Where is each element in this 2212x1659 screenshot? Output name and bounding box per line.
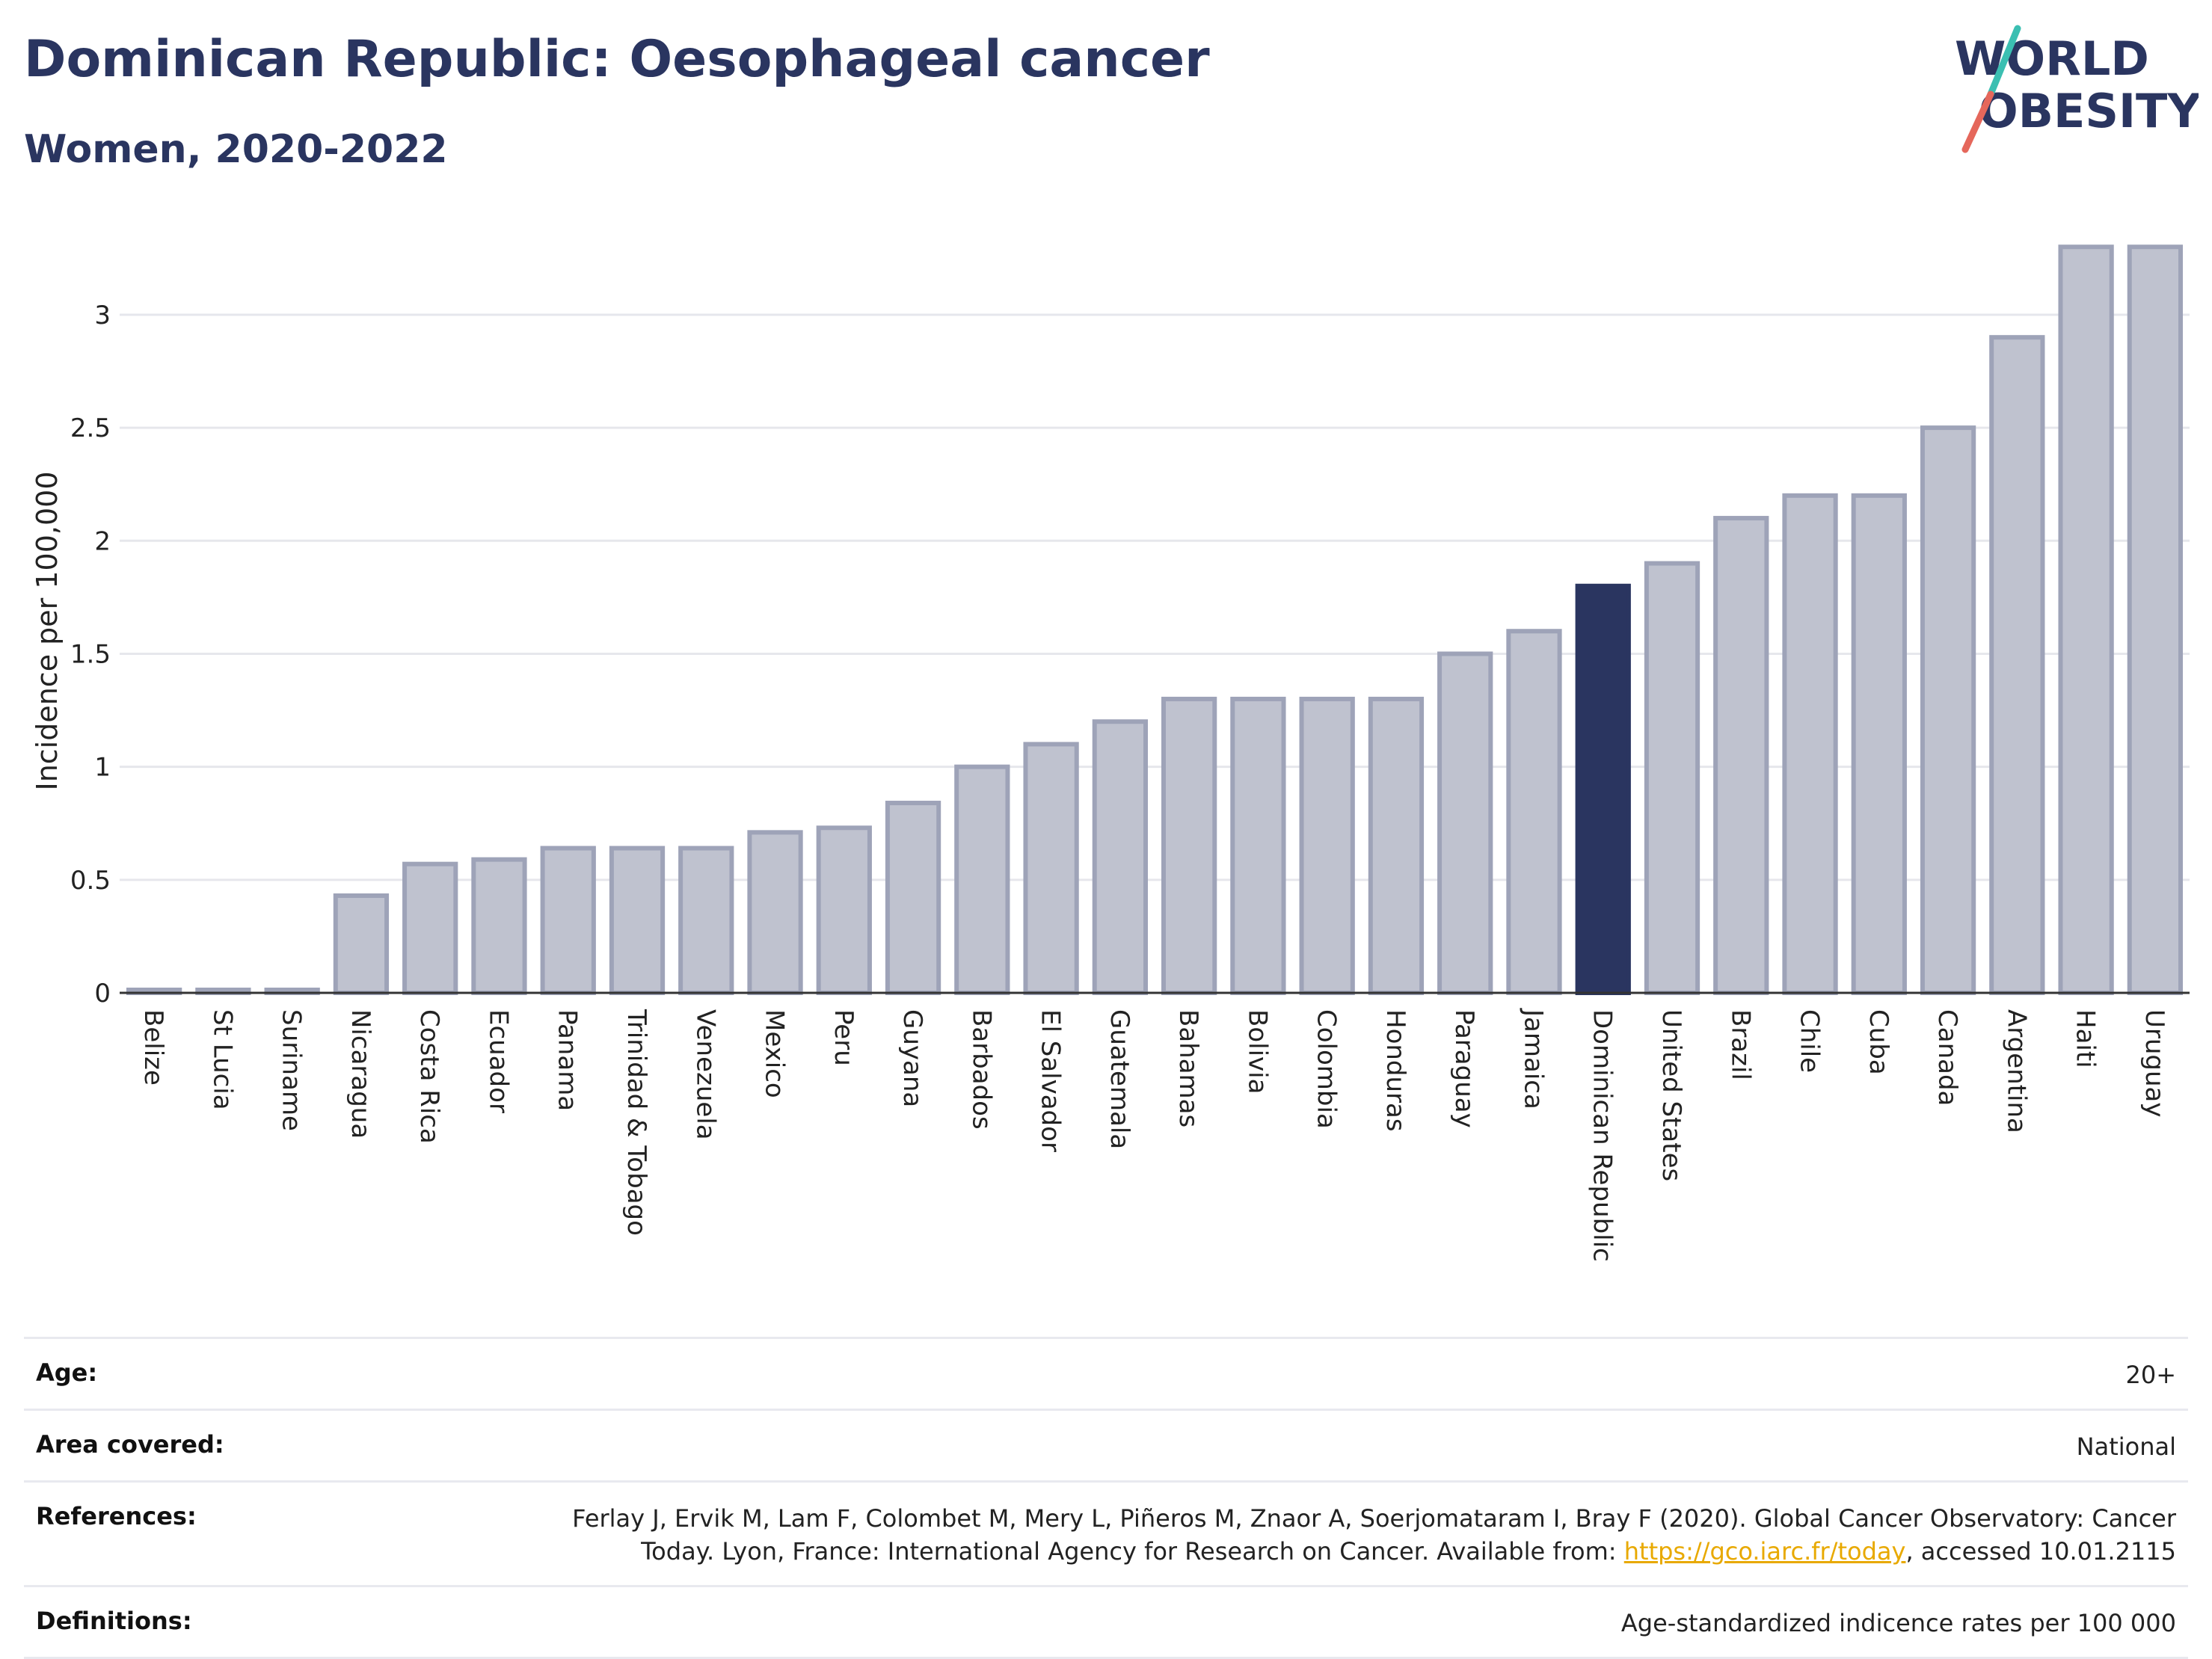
x-tick-label: Haiti bbox=[2071, 1009, 2101, 1068]
y-tick-label: 0 bbox=[94, 979, 111, 1009]
bar bbox=[747, 830, 803, 996]
x-tick-label: Guyana bbox=[897, 1009, 927, 1107]
bar bbox=[1782, 493, 1838, 995]
meta-label: Definitions: bbox=[36, 1607, 192, 1636]
metadata-table: Age: 20+ Area covered: National Referenc… bbox=[24, 1337, 2188, 1659]
x-tick-label: Uruguay bbox=[2139, 1009, 2169, 1118]
meta-row-references: References: Ferlay J, Ervik M, Lam F, Co… bbox=[24, 1480, 2188, 1586]
meta-row-age: Age: 20+ bbox=[24, 1337, 2188, 1409]
x-tick-label: Peru bbox=[829, 1009, 858, 1066]
bar-chart: 0 0.5 1 1.5 2 2.5 3 Incidence per 100,000 Belize… bbox=[31, 244, 2190, 1262]
x-tick-label: Cuba bbox=[1864, 1009, 1893, 1075]
x-tick-label: Honduras bbox=[1380, 1009, 1410, 1132]
bar bbox=[1299, 696, 1355, 995]
bar bbox=[1092, 719, 1149, 995]
bar bbox=[816, 825, 872, 995]
bar bbox=[1230, 696, 1286, 995]
x-tick-label: Panama bbox=[553, 1009, 583, 1111]
meta-row-area: Area covered: National bbox=[24, 1408, 2188, 1480]
x-tick-label: Venezuela bbox=[690, 1009, 720, 1140]
bar bbox=[1506, 629, 1562, 995]
x-tick-label: Barbados bbox=[966, 1009, 996, 1130]
x-tick-label: Dominican Republic bbox=[1588, 1009, 1617, 1262]
bar bbox=[1851, 493, 1907, 995]
x-tick-label: Canada bbox=[1932, 1009, 1962, 1106]
bar bbox=[609, 846, 666, 996]
x-tick-label: Guatemala bbox=[1105, 1009, 1134, 1149]
bar bbox=[678, 846, 734, 996]
y-axis-label: Incidence per 100,000 bbox=[31, 471, 64, 790]
bar bbox=[1644, 561, 1701, 995]
y-tick-label: 2 bbox=[94, 526, 111, 556]
bar bbox=[1023, 742, 1079, 995]
bar bbox=[1989, 335, 2045, 996]
bar bbox=[1368, 696, 1425, 995]
x-tick-label: Colombia bbox=[1312, 1009, 1342, 1129]
meta-value: Ferlay J, Ervik M, Lam F, Colombet M, Me… bbox=[531, 1502, 2176, 1569]
meta-label: References: bbox=[36, 1501, 197, 1530]
bar bbox=[471, 857, 527, 996]
logo-red-stroke bbox=[1961, 90, 1994, 153]
x-tick-label: Argentina bbox=[2001, 1009, 2031, 1133]
meta-row-definitions: Definitions: Age-standardized indicence … bbox=[24, 1585, 2188, 1659]
page-subtitle: Women, 2020-2022 bbox=[24, 127, 448, 172]
y-tick-label: 1.5 bbox=[70, 639, 111, 669]
y-tick-label: 0.5 bbox=[70, 866, 111, 896]
reference-link[interactable]: https://gco.iarc.fr/today bbox=[1623, 1537, 1906, 1566]
meta-label: Age: bbox=[36, 1358, 98, 1387]
x-tick-label: Bolivia bbox=[1242, 1009, 1272, 1094]
meta-value: Age-standardized indicence rates per 100… bbox=[1620, 1609, 2176, 1638]
bar bbox=[402, 861, 458, 995]
x-tick-label: Brazil bbox=[1725, 1009, 1755, 1080]
x-tick-label: Jamaica bbox=[1518, 1008, 1548, 1109]
bar bbox=[333, 893, 390, 996]
bar bbox=[1713, 516, 1769, 995]
bar bbox=[885, 801, 941, 996]
reference-text-end: , accessed 10.01.2115 bbox=[1905, 1537, 2176, 1566]
bar bbox=[1437, 651, 1493, 995]
logo-line1: WORLD bbox=[1955, 31, 2149, 86]
bar bbox=[1161, 696, 1217, 995]
bar bbox=[954, 764, 1010, 996]
y-tick-label: 1 bbox=[94, 753, 111, 783]
bar bbox=[540, 846, 596, 996]
bar bbox=[1575, 583, 1631, 995]
x-tick-label: Suriname bbox=[277, 1009, 307, 1131]
y-tick-label: 2.5 bbox=[70, 413, 111, 443]
x-tick-label: El Salvador bbox=[1036, 1009, 1066, 1152]
x-tick-label: Mexico bbox=[760, 1009, 790, 1098]
x-tick-label: United States bbox=[1656, 1009, 1686, 1181]
bar bbox=[2058, 244, 2114, 995]
x-tick-label: St Lucia bbox=[207, 1009, 237, 1110]
page-title: Dominican Republic: Oesophageal cancer bbox=[24, 30, 1210, 89]
bar bbox=[2127, 244, 2184, 995]
meta-value: National bbox=[2076, 1432, 2176, 1461]
x-tick-label: Costa Rica bbox=[414, 1009, 444, 1144]
x-tick-label: Belize bbox=[138, 1009, 168, 1086]
reference-text: Ferlay J, Ervik M, Lam F, Colombet M, Me… bbox=[572, 1503, 2176, 1566]
x-tick-label: Chile bbox=[1795, 1009, 1825, 1073]
logo-teal-stroke bbox=[1987, 25, 2021, 98]
x-tick-label: Bahamas bbox=[1173, 1009, 1203, 1127]
x-tick-label: Paraguay bbox=[1449, 1009, 1479, 1128]
y-tick-label: 3 bbox=[94, 301, 111, 330]
x-tick-label: Ecuador bbox=[483, 1009, 513, 1113]
meta-label: Area covered: bbox=[36, 1429, 224, 1459]
meta-value: 20+ bbox=[2125, 1361, 2176, 1389]
world-obesity-logo: WORLD OBESITY bbox=[1955, 25, 2199, 153]
x-tick-label: Trinidad & Tobago bbox=[621, 1009, 651, 1236]
x-tick-label: Nicaragua bbox=[345, 1009, 375, 1139]
bar bbox=[1920, 425, 1976, 995]
logo-line2: OBESITY bbox=[1979, 84, 2199, 138]
